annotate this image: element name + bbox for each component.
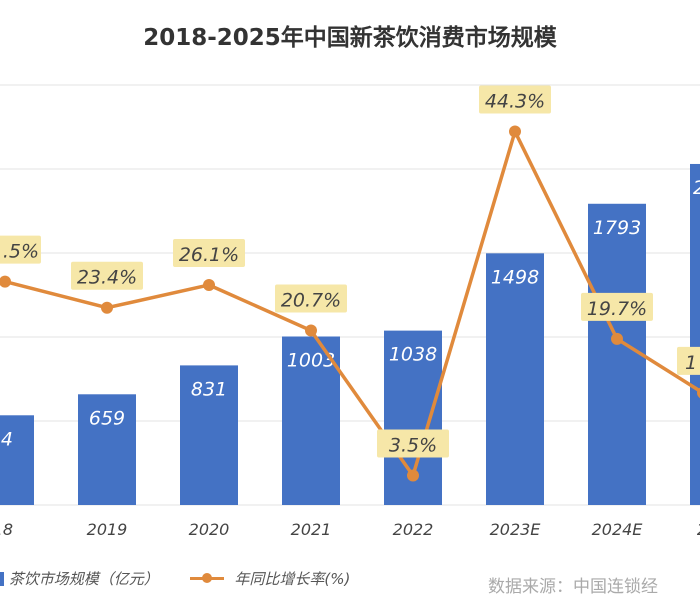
x-tick-label: 2021 — [291, 520, 332, 539]
x-tick-label: 20 — [697, 520, 700, 539]
legend-line-label: 年同比增长率(%) — [234, 570, 351, 588]
growth-label-box — [581, 292, 653, 321]
bar — [282, 336, 340, 505]
growth-point — [611, 332, 623, 345]
growth-label-box — [677, 346, 700, 375]
growth-label-box — [173, 238, 245, 267]
growth-label-box — [377, 429, 449, 458]
growth-value-label: 20.7% — [281, 289, 341, 311]
growth-point — [101, 301, 113, 314]
bar-value-label: 1793 — [593, 217, 641, 239]
x-tick-label: 2020 — [189, 520, 230, 539]
bar-value-label: 1498 — [491, 266, 539, 288]
growth-label-box — [275, 284, 347, 313]
growth-value-label: 26.1% — [179, 244, 239, 266]
source-note: 数据来源：中国连锁经 — [488, 577, 658, 597]
bar-value-label: 2 — [693, 177, 700, 199]
growth-value-label: 3.5% — [389, 434, 437, 456]
bar — [78, 394, 136, 505]
growth-value-label: 1 — [685, 352, 697, 374]
growth-label-box — [479, 85, 551, 114]
bar — [486, 253, 544, 505]
bar-value-label: 1038 — [389, 344, 437, 366]
x-tick-label: 2019 — [87, 520, 128, 539]
bar — [588, 203, 646, 505]
legend-bar-label: 茶饮市场规模（亿元） — [8, 570, 159, 588]
growth-value-label: 19.7% — [587, 298, 647, 320]
growth-point — [697, 387, 700, 399]
x-tick-label: 018 — [0, 520, 13, 539]
bar-value-label: 659 — [89, 407, 125, 429]
bar-value-label: 34 — [0, 428, 13, 450]
growth-label-box — [71, 261, 143, 290]
growth-value-label: 23.4% — [77, 267, 137, 289]
growth-point — [509, 125, 521, 138]
legend: 茶饮市场规模（亿元） 年同比增长率(%) — [0, 568, 350, 589]
growth-label-box — [0, 235, 41, 264]
bar — [690, 163, 700, 505]
growth-value-label: .5% — [3, 241, 39, 263]
chart-title: 2018-2025年中国新茶饮消费市场规模 — [143, 25, 557, 51]
bar — [180, 365, 238, 505]
x-tick-label: 2024E — [592, 520, 644, 539]
bar — [0, 415, 34, 505]
growth-value-label: 44.3% — [485, 91, 545, 113]
growth-point — [407, 469, 419, 482]
x-tick-label: 2022 — [393, 520, 434, 539]
bar-value-label: 1003 — [287, 349, 335, 371]
growth-point — [0, 275, 11, 288]
legend-line-swatch — [189, 573, 224, 583]
growth-point — [305, 324, 317, 337]
growth-point — [203, 278, 215, 291]
x-tick-label: 2023E — [490, 520, 542, 539]
bar-value-label: 831 — [191, 378, 227, 400]
legend-bar-swatch — [0, 571, 4, 586]
